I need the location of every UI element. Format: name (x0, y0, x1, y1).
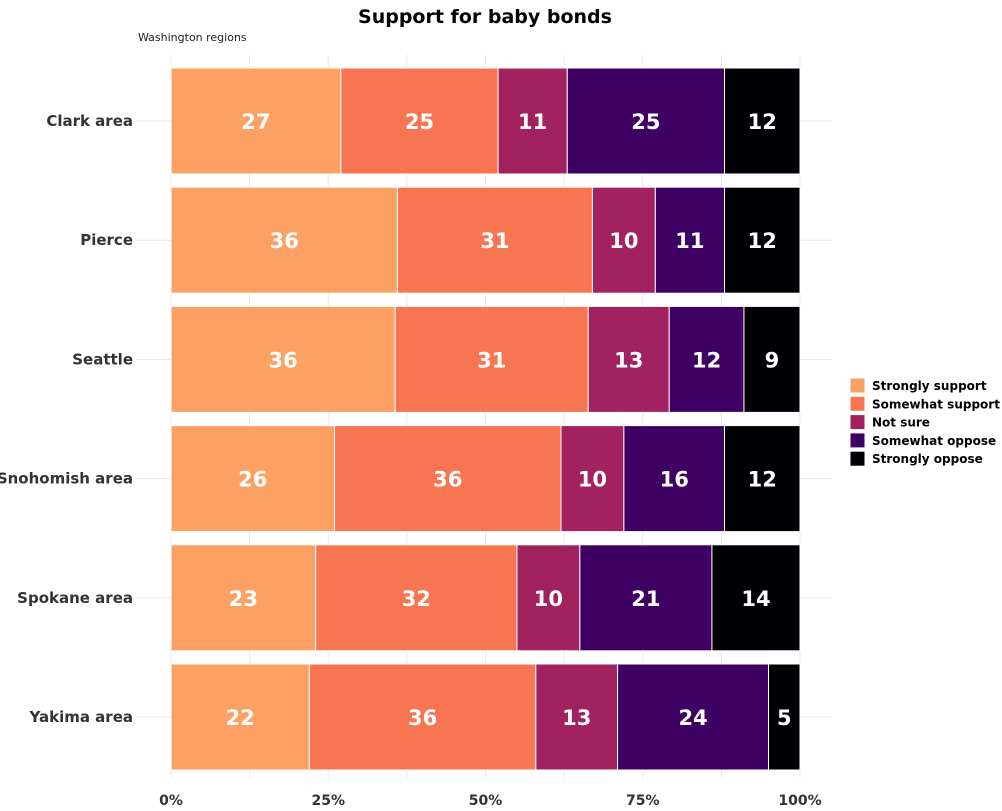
category-label: Clark area (46, 112, 133, 130)
bar-segment (743, 305, 801, 413)
data-label: 9 (765, 348, 780, 372)
chart-title: Support for baby bonds (358, 6, 612, 28)
bar-segment (623, 425, 726, 533)
data-label: 13 (562, 706, 591, 730)
legend-label: Somewhat support (872, 397, 1000, 411)
bar-segment (497, 67, 568, 175)
data-label: 21 (631, 587, 660, 611)
data-label: 11 (675, 229, 704, 253)
bar-segment (724, 425, 801, 533)
data-label: 31 (480, 229, 509, 253)
bar-segment (724, 186, 801, 294)
legend-label: Strongly support (872, 379, 987, 393)
data-label: 12 (748, 468, 777, 492)
bar-segment (394, 305, 589, 413)
legend: Strongly support Somewhat support Not sure… (849, 377, 1000, 467)
category-label: Spokane area (17, 589, 133, 607)
bar-segment (591, 186, 656, 294)
bar-segment (535, 663, 619, 771)
bar-segment (170, 425, 336, 533)
legend-swatch (849, 395, 866, 412)
data-label: 36 (268, 348, 297, 372)
data-label: 26 (238, 468, 267, 492)
bar-segment (654, 186, 726, 294)
bar-segment (170, 67, 342, 175)
bar-segment (566, 67, 726, 175)
legend-swatch (849, 414, 866, 431)
bar-segment (579, 544, 713, 652)
bar-segment (724, 67, 801, 175)
legend-swatch (849, 432, 866, 449)
data-label: 36 (270, 229, 299, 253)
bar-segment (308, 663, 537, 771)
chart-subtitle: Washington regions (138, 31, 247, 44)
x-tick-labels: 0% 25% 50% 75% 100% (159, 793, 822, 809)
category-label: Snohomish area (0, 470, 133, 488)
data-label: 31 (477, 348, 506, 372)
bar-segment (315, 544, 518, 652)
data-label: 13 (614, 348, 643, 372)
x-tick-label: 50% (469, 793, 503, 809)
bar-segment (170, 186, 398, 294)
data-label: 25 (405, 110, 434, 134)
data-label: 36 (433, 468, 462, 492)
data-label: 22 (226, 706, 255, 730)
data-label: 10 (578, 468, 607, 492)
bar-segment (516, 544, 581, 652)
data-label: 27 (241, 110, 270, 134)
category-label: Yakima area (28, 708, 133, 726)
category-labels: Clark area Pierce Seattle Snohomish area Spo… (0, 112, 133, 726)
bar-segment (617, 663, 770, 771)
legend-swatch (849, 377, 866, 394)
data-label: 36 (408, 706, 437, 730)
legend-swatch (849, 450, 866, 467)
data-label: 32 (402, 587, 431, 611)
legend-label: Somewhat oppose (872, 434, 996, 448)
bar-segment (170, 305, 396, 413)
x-tick-label: 100% (778, 793, 821, 809)
data-label: 12 (748, 110, 777, 134)
data-label: 14 (741, 587, 770, 611)
bars: 27 25 11 25 12 36 31 10 11 12 36 31 13 12 9 26 36 10 16 12 2… (170, 67, 801, 771)
x-tick-label: 75% (626, 793, 660, 809)
category-label: Seattle (72, 350, 133, 368)
data-label: 12 (748, 229, 777, 253)
bar-segment (340, 67, 499, 175)
bar-segment (668, 305, 745, 413)
bar-segment (560, 425, 625, 533)
bar-segment (711, 544, 801, 652)
data-label: 10 (609, 229, 638, 253)
data-label: 5 (777, 706, 792, 730)
bar-segment (768, 663, 801, 771)
legend-label: Strongly oppose (872, 452, 983, 466)
data-label: 25 (631, 110, 660, 134)
bar-segment (587, 305, 670, 413)
bar-segment (396, 186, 593, 294)
data-label: 11 (518, 110, 547, 134)
data-label: 10 (534, 587, 563, 611)
data-label: 16 (660, 468, 689, 492)
bar-segment (170, 544, 317, 652)
data-label: 12 (692, 348, 721, 372)
x-tick-label: 0% (159, 793, 183, 809)
bar-segment (170, 663, 310, 771)
bar-segment (334, 425, 562, 533)
legend-label: Not sure (872, 416, 930, 430)
data-label: 23 (229, 587, 258, 611)
category-label: Pierce (80, 231, 133, 249)
data-label: 24 (678, 706, 707, 730)
x-tick-label: 25% (311, 793, 345, 809)
